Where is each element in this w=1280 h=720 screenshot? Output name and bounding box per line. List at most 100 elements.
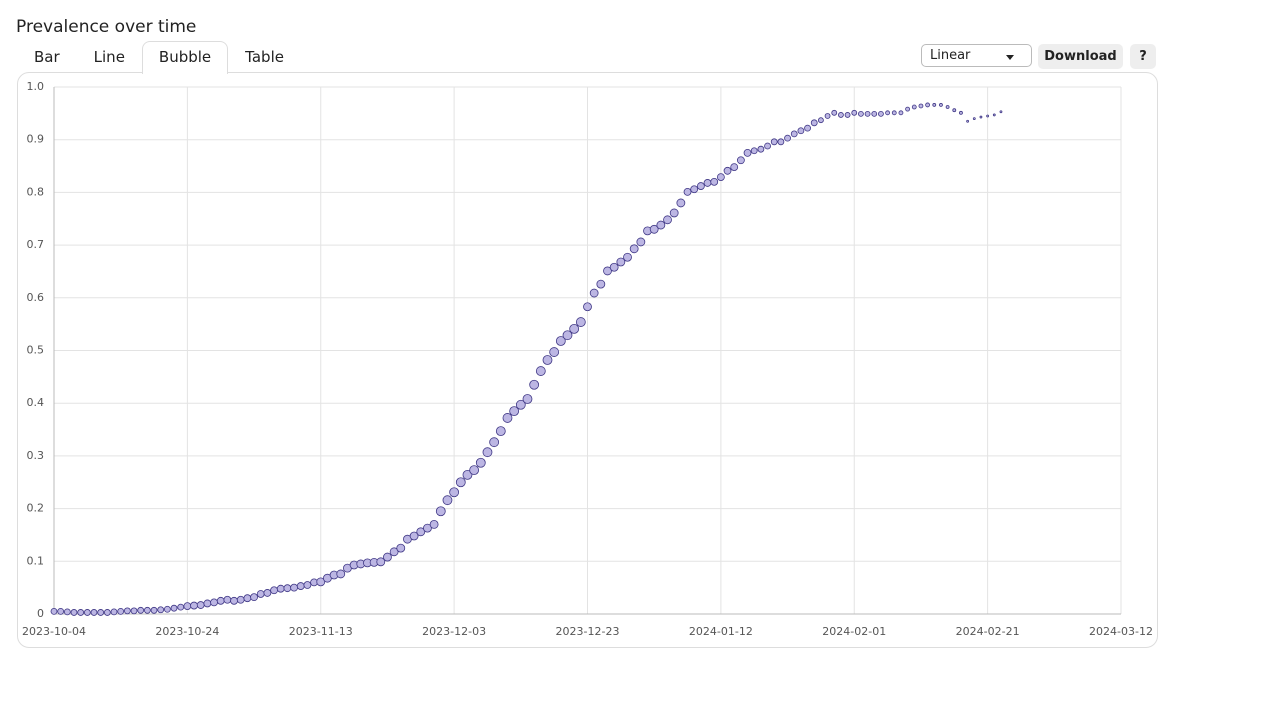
bubble	[583, 302, 592, 312]
y-tick-label: 0.6	[27, 291, 45, 304]
bubble	[542, 355, 553, 365]
bubble	[276, 584, 285, 593]
bubble	[243, 594, 252, 603]
bubble	[925, 102, 931, 108]
bubble	[203, 599, 212, 608]
bubble	[986, 114, 990, 118]
bubble	[851, 109, 858, 116]
y-tick-label: 1.0	[27, 80, 45, 93]
bubble	[918, 103, 924, 109]
bubble	[959, 110, 963, 115]
bubble	[210, 598, 218, 607]
bubble	[502, 413, 513, 423]
bubble	[932, 103, 937, 107]
bubble	[223, 595, 232, 604]
bubble	[515, 399, 526, 410]
bubble	[683, 187, 692, 196]
y-tick-label: 0.1	[27, 554, 45, 567]
x-tick-label: 2023-10-04	[22, 625, 86, 638]
bubble	[736, 156, 745, 165]
x-tick-label: 2024-02-21	[956, 625, 1020, 638]
bubble	[810, 119, 818, 127]
bubble	[562, 330, 573, 341]
bubble	[972, 117, 976, 121]
bubble	[716, 173, 725, 182]
bubble	[90, 609, 98, 616]
bubble	[757, 145, 765, 153]
bubble	[63, 608, 71, 616]
bubble	[429, 520, 439, 529]
bubble	[296, 582, 305, 590]
scale-select[interactable]: Linear	[921, 44, 1032, 67]
bubble	[636, 237, 646, 247]
x-tick-label: 2023-12-03	[422, 625, 486, 638]
tab-bar: Bar Line Bubble Table	[17, 41, 301, 74]
bubble	[878, 110, 884, 117]
bubble	[999, 110, 1003, 114]
x-tick-label: 2023-10-24	[155, 625, 219, 638]
bubble	[555, 336, 566, 346]
bubble	[750, 147, 758, 155]
bubble	[549, 347, 560, 357]
y-tick-label: 0.2	[27, 502, 45, 515]
bubble	[911, 104, 917, 110]
bubble	[596, 279, 606, 289]
x-tick-label: 2024-02-01	[822, 625, 886, 638]
bubble	[589, 288, 599, 298]
download-button[interactable]: Download	[1038, 44, 1123, 69]
tab[interactable]: Table	[245, 48, 284, 66]
bubble	[77, 609, 85, 616]
bubble	[629, 244, 639, 254]
bubble	[885, 110, 890, 116]
tab[interactable]: Line	[93, 48, 125, 66]
bubble	[743, 148, 752, 157]
bubble	[992, 113, 996, 117]
y-tick-label: 0.9	[27, 133, 45, 146]
bubble	[389, 547, 399, 557]
tab[interactable]: Bar	[34, 48, 60, 66]
bubble	[616, 257, 626, 267]
help-button[interactable]: ?	[1130, 44, 1156, 69]
bubble	[316, 577, 326, 587]
bubble	[50, 607, 58, 615]
bubble	[797, 127, 805, 135]
bubble	[57, 607, 65, 615]
bubble	[236, 595, 245, 604]
bubble	[489, 437, 500, 448]
bubble	[250, 593, 258, 602]
bubble	[157, 606, 165, 614]
y-tick-label: 0.4	[27, 396, 45, 409]
bubble	[303, 581, 312, 589]
y-tick-label: 0	[37, 607, 44, 620]
bubble	[283, 584, 292, 593]
bubble	[123, 607, 131, 615]
bubble	[416, 527, 426, 537]
bubble	[696, 182, 705, 190]
bubble	[891, 110, 897, 116]
bubble	[409, 531, 419, 541]
bubble	[475, 457, 486, 468]
bubble	[522, 394, 533, 404]
bubble	[462, 469, 473, 480]
bubble	[170, 604, 178, 612]
bubble	[609, 262, 619, 272]
bubble	[569, 323, 580, 334]
bubble	[898, 110, 904, 116]
bubble	[777, 138, 785, 146]
bubble	[103, 609, 111, 616]
bubble	[117, 607, 125, 615]
bubble	[449, 487, 460, 498]
bubble	[396, 543, 406, 553]
bubble	[790, 130, 798, 138]
bubble	[844, 112, 851, 118]
bubble	[690, 185, 699, 194]
bubble	[703, 179, 712, 187]
bubble	[871, 110, 878, 117]
bubble	[669, 208, 679, 218]
bubble	[177, 603, 185, 611]
x-tick-label: 2024-03-12	[1089, 625, 1153, 638]
tab[interactable]: Bubble	[141, 41, 229, 74]
bubble	[676, 198, 686, 208]
